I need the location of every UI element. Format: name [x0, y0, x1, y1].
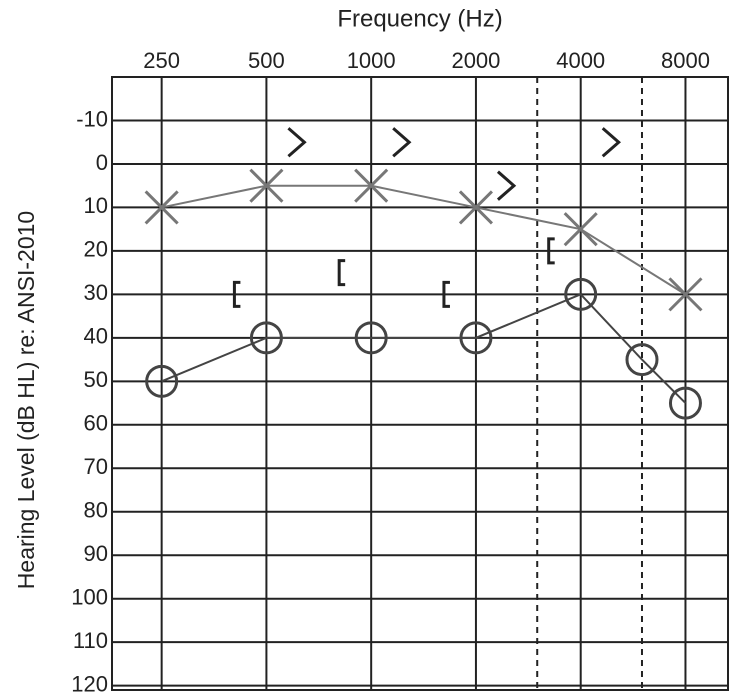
marker-circle: [249, 321, 283, 355]
data-point: [458, 190, 494, 225]
marker-angle: [287, 127, 307, 158]
y-tick-label: 50: [84, 367, 108, 392]
data-point: [625, 343, 659, 377]
plot-frame: [111, 76, 729, 691]
data-point: [459, 321, 493, 355]
data-point: [496, 170, 517, 201]
series-line: [161, 293, 687, 404]
data-point: [287, 127, 307, 158]
data-point: [547, 237, 555, 265]
y-tick-label: -10: [76, 106, 108, 131]
marker-angle: [496, 170, 517, 201]
y-tick-label: 10: [84, 193, 108, 218]
marker-x: [458, 190, 494, 225]
x-tick-label: 250: [143, 48, 180, 73]
marker-circle: [668, 386, 702, 420]
data-point: [442, 280, 450, 308]
x-tick-label: 8000: [661, 48, 710, 73]
series-line: [161, 184, 686, 296]
marker-bracket: [232, 280, 241, 308]
data-point: [354, 168, 389, 203]
marker-circle: [564, 277, 598, 311]
data-point: [145, 364, 179, 398]
data-point: [564, 277, 598, 311]
marker-x: [668, 277, 703, 312]
marker-bracket: [547, 237, 555, 265]
y-tick-label: 90: [84, 541, 108, 566]
data-point: [249, 321, 283, 355]
y-tick-label: 60: [84, 411, 108, 436]
y-tick-label: 40: [84, 324, 108, 349]
x-tick-label: 1000: [347, 48, 396, 73]
data-point: [668, 277, 703, 312]
x-tick-label: 2000: [451, 48, 500, 73]
marker-x: [563, 212, 598, 247]
chart-title: Frequency (Hz): [337, 5, 502, 32]
marker-circle: [145, 364, 179, 398]
marker-angle: [392, 127, 412, 158]
y-tick-label: 120: [71, 671, 108, 696]
marker-angle: [601, 127, 621, 158]
marker-circle: [625, 343, 659, 377]
y-axis-label: Hearing Level (dB HL) re: ANSI-2010: [13, 211, 39, 589]
data-point: [392, 127, 412, 158]
y-tick-label: 100: [71, 585, 108, 610]
data-point: [563, 212, 598, 247]
data-point: [601, 127, 621, 158]
y-tick-label: 110: [73, 628, 108, 653]
data-point: [668, 386, 702, 420]
y-tick-label: 20: [84, 237, 108, 262]
marker-circle: [354, 321, 388, 355]
y-tick-label: 0: [96, 150, 108, 175]
marker-bracket: [337, 259, 346, 287]
x-tick-label: 4000: [556, 48, 605, 73]
y-tick-label: 70: [84, 454, 108, 479]
data-point: [144, 190, 179, 225]
data-point: [337, 259, 346, 287]
marker-x: [249, 168, 284, 203]
marker-x: [354, 168, 389, 203]
marker-x: [144, 190, 179, 225]
y-tick-label: 80: [84, 498, 108, 523]
marker-bracket: [442, 280, 450, 308]
data-point: [249, 168, 284, 203]
marker-circle: [459, 321, 493, 355]
data-point: [232, 280, 241, 308]
data-point: [354, 321, 388, 355]
y-tick-label: 30: [84, 280, 108, 305]
x-tick-label: 500: [248, 48, 285, 73]
